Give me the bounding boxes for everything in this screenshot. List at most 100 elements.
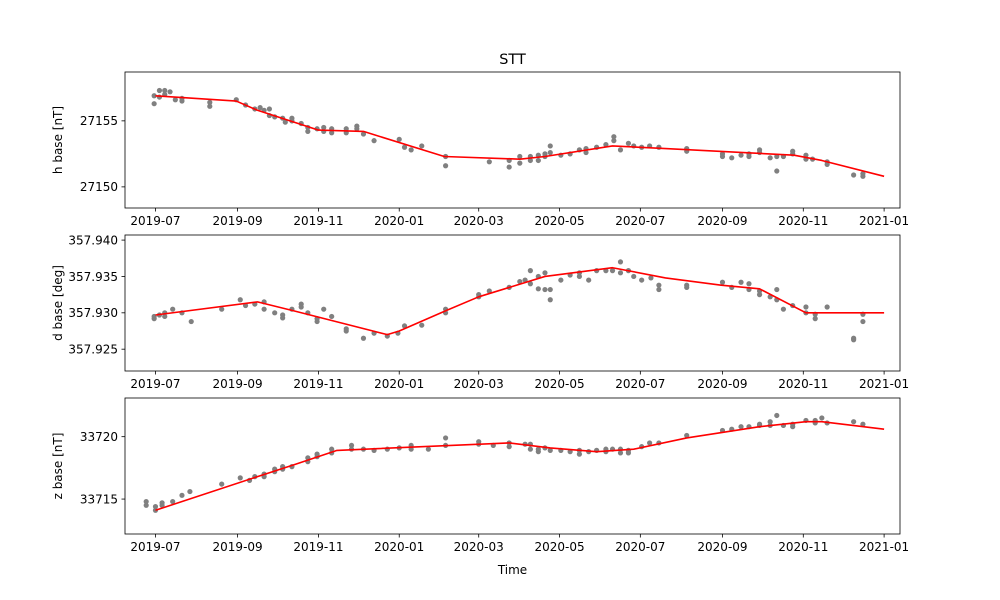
data-point (819, 415, 825, 421)
x-tick-label: 2019-09 (213, 214, 263, 228)
y-tick-label: 33715 (80, 492, 118, 506)
x-tick-label: 2019-07 (130, 540, 180, 554)
x-axis-label: Time (497, 563, 527, 577)
data-point (860, 318, 866, 325)
x-tick-label: 2020-05 (534, 214, 584, 228)
data-point (547, 447, 553, 453)
data-point (738, 424, 744, 430)
data-point (746, 281, 752, 287)
x-tick-label: 2019-07 (130, 214, 180, 228)
data-point (774, 286, 780, 293)
x-tick-label: 2019-11 (293, 540, 343, 554)
data-point (719, 153, 726, 160)
data-point (617, 147, 624, 153)
y-axis-label: h base [nT] (51, 106, 65, 174)
data-point (738, 152, 744, 158)
x-tick-label: 2020-03 (454, 540, 504, 554)
x-tick-label: 2020-09 (697, 214, 747, 228)
x-tick-label: 2020-05 (534, 377, 584, 391)
data-point (257, 105, 263, 111)
x-tick-label: 2020-03 (454, 214, 504, 228)
y-axis-label: d base [deg] (51, 265, 65, 341)
data-point (774, 168, 780, 174)
data-point (547, 286, 553, 293)
data-point (321, 306, 327, 312)
x-tick-label: 2020-01 (374, 214, 424, 228)
data-point (371, 138, 377, 144)
data-point (188, 318, 194, 325)
x-tick-label: 2020-11 (778, 540, 828, 554)
data-point (219, 306, 225, 312)
data-point (767, 419, 773, 425)
data-point (558, 277, 564, 283)
data-point (282, 119, 288, 125)
data-point (535, 157, 541, 164)
y-tick-label: 27150 (80, 180, 118, 194)
data-point (625, 450, 632, 456)
data-point (812, 316, 818, 322)
data-point (506, 164, 512, 170)
data-point (329, 130, 335, 136)
plot-frame (124, 397, 901, 535)
data-point (639, 277, 645, 283)
data-point (396, 136, 402, 142)
data-point (527, 157, 533, 164)
data-point (535, 286, 541, 292)
data-point (167, 89, 173, 95)
data-point (443, 435, 449, 441)
data-point (583, 149, 589, 156)
data-point (348, 442, 355, 449)
data-point (774, 153, 780, 160)
y-tick-label: 33720 (80, 430, 118, 444)
data-point (684, 432, 690, 439)
data-point (280, 315, 286, 321)
data-point (143, 498, 149, 505)
data-point (321, 124, 327, 131)
data-point (237, 475, 243, 481)
data-point (151, 101, 157, 107)
data-point (272, 310, 278, 316)
data-point (790, 424, 796, 430)
data-point (401, 144, 408, 150)
x-tick-label: 2019-11 (293, 214, 343, 228)
data-point (486, 288, 492, 294)
data-point (179, 98, 185, 104)
data-point (187, 488, 193, 495)
x-tick-label: 2021-01 (859, 540, 909, 554)
x-tick-label: 2019-09 (213, 540, 263, 554)
data-point (547, 297, 553, 303)
data-point (547, 149, 553, 156)
data-point (517, 160, 523, 166)
data-point (738, 279, 744, 285)
data-point (237, 297, 243, 303)
data-point (824, 161, 830, 168)
data-point (298, 304, 304, 310)
data-point (780, 306, 787, 312)
x-tick-label: 2019-09 (213, 377, 263, 391)
data-point (443, 163, 449, 169)
fit-line (155, 266, 885, 336)
x-tick-label: 2020-09 (697, 540, 747, 554)
data-point (542, 286, 548, 293)
data-point (527, 268, 533, 274)
data-point (684, 282, 690, 288)
y-tick-label: 357.925 (68, 342, 118, 356)
data-point (305, 128, 311, 135)
data-point (329, 446, 335, 452)
figure-title: STT (499, 52, 526, 68)
data-point (617, 450, 624, 456)
subplot-1: 2019-07 2019-09 2019-11 2020-01 2020-03 2020-… (51, 71, 909, 228)
data-point (586, 277, 592, 283)
data-point (486, 159, 492, 165)
data-point (156, 87, 163, 94)
data-point (617, 259, 624, 265)
y-tick-label: 357.930 (68, 306, 118, 320)
x-tick-label: 2020-11 (778, 377, 828, 391)
data-point (656, 282, 662, 288)
x-tick-label: 2020-07 (615, 214, 665, 228)
plot-frame (124, 71, 901, 209)
data-point (401, 323, 408, 329)
data-point (329, 313, 335, 320)
data-point (746, 153, 752, 160)
data-point (151, 316, 157, 322)
